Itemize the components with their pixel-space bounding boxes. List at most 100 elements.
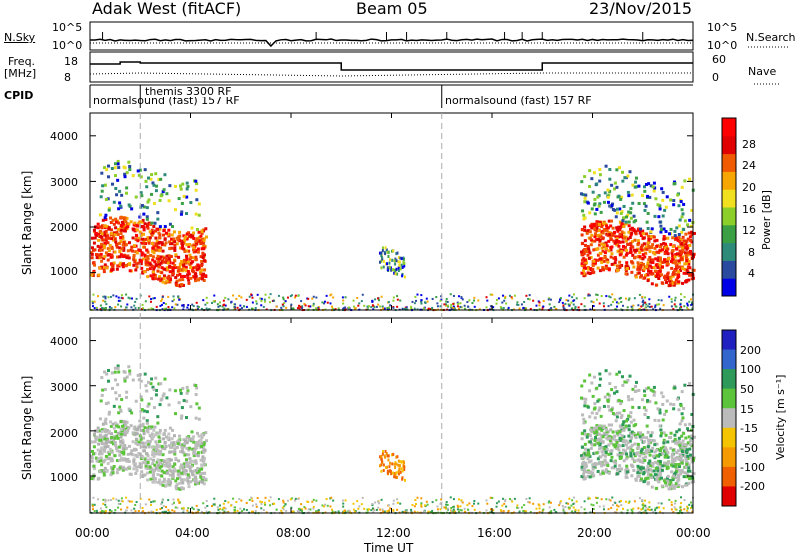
velocity-cell (588, 374, 591, 377)
velocity-cell (185, 458, 188, 461)
power-cell (165, 232, 168, 235)
power-cell (647, 245, 650, 248)
freq-panel-frame (90, 52, 693, 82)
power-cell (160, 300, 162, 302)
power-cell (662, 215, 665, 218)
velocity-cell (605, 428, 608, 431)
velocity-cell (600, 415, 603, 418)
power-cell (167, 261, 170, 264)
power-cell (217, 306, 219, 308)
velocity-cell (132, 431, 135, 434)
velocity-cell (641, 448, 644, 451)
power-cell (134, 268, 137, 271)
velocity-cell (678, 463, 681, 466)
velocity-cell (107, 369, 110, 372)
velocity-cell (125, 460, 128, 463)
power-cell (264, 299, 266, 301)
power-cell (149, 230, 152, 233)
velocity-cell (213, 498, 215, 500)
velocity-cell (252, 505, 254, 507)
power-cell (243, 305, 245, 307)
velocity-cell (144, 426, 147, 429)
power-cell (598, 168, 601, 171)
velocity-cell (160, 503, 162, 505)
velocity-cell (670, 463, 673, 466)
power-cell (584, 194, 587, 197)
velocity-cell (392, 510, 394, 512)
velocity-cell (164, 429, 167, 432)
power-cell (593, 203, 596, 206)
velocity-cell (598, 384, 601, 387)
velocity-cell (393, 463, 395, 466)
velocity-cell (396, 455, 398, 458)
velocity-cell (222, 507, 224, 509)
velocity-cell (471, 505, 473, 507)
velocity-cell (101, 430, 104, 433)
power-cell (647, 305, 649, 307)
power-cell (679, 304, 681, 306)
velocity-cell (180, 414, 183, 417)
power-cell (187, 270, 190, 273)
power-cell (601, 295, 603, 297)
velocity-cell (604, 455, 607, 458)
power-cell (676, 276, 679, 279)
power-cell (688, 178, 691, 181)
power-cell (679, 218, 682, 221)
power-cell (150, 173, 153, 176)
power-cell (148, 242, 151, 245)
velocity-cell (602, 435, 605, 438)
power-cell (401, 274, 403, 277)
velocity-cell (661, 464, 664, 467)
power-cell (230, 301, 232, 303)
velocity-cell (389, 462, 391, 465)
power-cell (647, 227, 650, 230)
velocity-cell (662, 441, 665, 444)
velocity-cell (186, 386, 189, 389)
power-cell (661, 265, 664, 268)
power-cell (637, 304, 639, 306)
velocity-cell (372, 507, 374, 509)
power-cell (521, 303, 523, 305)
power-cell (675, 247, 678, 250)
velocity-cell (203, 472, 206, 475)
velocity-cell (298, 508, 300, 510)
velocity-cell (393, 500, 395, 502)
velocity-cell (196, 467, 199, 470)
velocity-cell (197, 451, 200, 454)
power-cell (600, 211, 603, 214)
velocity-cell (162, 499, 164, 501)
velocity-cell (200, 468, 203, 471)
power-cell (614, 261, 617, 264)
power-cell (114, 166, 117, 169)
power-cell (653, 182, 656, 185)
velocity-cell (206, 500, 208, 502)
velocity-cell (568, 498, 570, 500)
velocity-cell (680, 419, 683, 422)
velocity-cell (116, 383, 119, 386)
velocity-cell (582, 418, 585, 421)
power-cell (575, 306, 577, 308)
velocity-cell (104, 504, 106, 506)
power-cell (639, 228, 642, 231)
velocity-cell (114, 430, 117, 433)
velocity-cell (137, 374, 140, 377)
power-cell (128, 203, 131, 206)
velocity-cell (118, 406, 121, 409)
velocity-cell (619, 468, 622, 471)
velocity-cell (416, 497, 418, 499)
power-cell (109, 216, 112, 219)
velocity-cell (635, 390, 638, 393)
velocity-cell (152, 474, 155, 477)
velocity-cell (264, 502, 266, 504)
velocity-cell (473, 500, 475, 502)
velocity-cell (608, 437, 611, 440)
power-cell (678, 236, 681, 239)
velocity-cell (663, 413, 666, 416)
power-cell (239, 305, 241, 307)
velocity-cell (619, 457, 622, 460)
power-cell (550, 299, 552, 301)
power-cell (100, 243, 103, 246)
power-cell (396, 252, 398, 255)
power-cell (647, 273, 650, 276)
power-cell (663, 209, 666, 212)
